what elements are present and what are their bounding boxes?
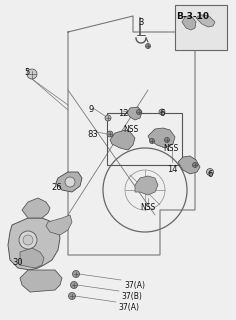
Polygon shape: [56, 172, 82, 192]
Polygon shape: [20, 270, 62, 292]
Circle shape: [19, 231, 37, 249]
Circle shape: [164, 138, 169, 142]
Circle shape: [107, 131, 113, 137]
Text: 30: 30: [13, 258, 23, 267]
Polygon shape: [110, 130, 135, 150]
Bar: [175, 5, 227, 50]
Circle shape: [72, 270, 80, 277]
Polygon shape: [127, 107, 142, 120]
Circle shape: [65, 177, 75, 187]
Bar: [107, 113, 182, 165]
Text: 9: 9: [88, 105, 94, 114]
Circle shape: [159, 109, 165, 115]
Text: 6: 6: [159, 109, 165, 118]
Polygon shape: [178, 156, 200, 174]
Circle shape: [136, 109, 142, 115]
Polygon shape: [22, 198, 50, 218]
Polygon shape: [20, 248, 44, 268]
Circle shape: [105, 115, 111, 121]
Polygon shape: [196, 15, 215, 27]
Polygon shape: [182, 16, 196, 30]
Text: NSS: NSS: [163, 144, 179, 153]
Text: NSS: NSS: [140, 203, 156, 212]
Text: 26: 26: [52, 183, 62, 192]
Circle shape: [71, 282, 77, 289]
Text: 37(B): 37(B): [121, 292, 142, 301]
Text: 83: 83: [88, 130, 98, 139]
Polygon shape: [148, 128, 175, 148]
Text: B-3-10: B-3-10: [177, 12, 210, 21]
Circle shape: [193, 163, 198, 167]
Polygon shape: [8, 218, 60, 270]
Circle shape: [146, 44, 151, 49]
Text: 37(A): 37(A): [124, 281, 145, 290]
Text: 14: 14: [167, 165, 177, 174]
Text: 12: 12: [118, 109, 128, 118]
Text: 6: 6: [207, 170, 213, 179]
Polygon shape: [46, 215, 72, 235]
Text: 5: 5: [24, 68, 30, 77]
Circle shape: [68, 292, 76, 300]
Circle shape: [206, 169, 214, 175]
Text: NSS: NSS: [123, 125, 139, 134]
Text: 3: 3: [138, 18, 143, 27]
Circle shape: [23, 235, 33, 245]
Circle shape: [27, 69, 37, 79]
Circle shape: [149, 139, 155, 143]
Text: 37(A): 37(A): [118, 303, 139, 312]
Polygon shape: [135, 176, 158, 195]
